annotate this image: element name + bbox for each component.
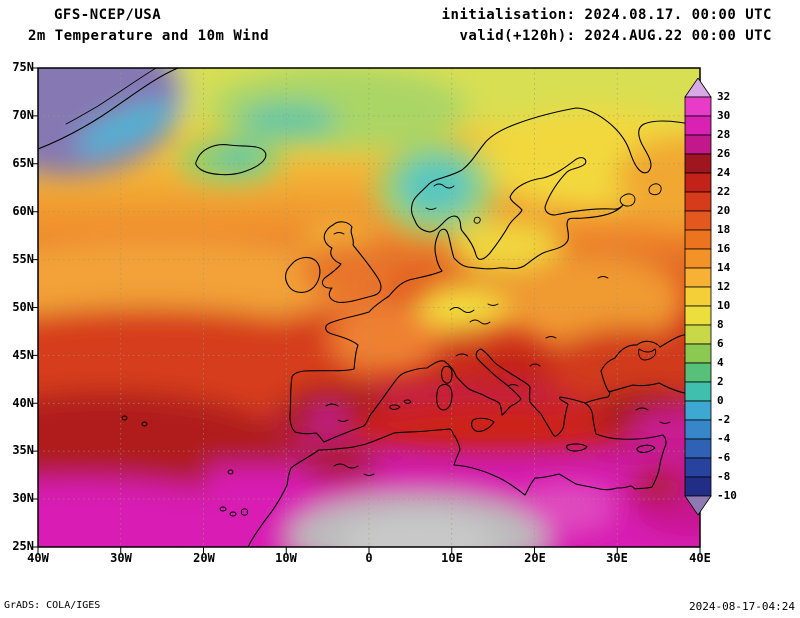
colorbar-cell [684,419,712,440]
colorbar-tick: 30 [717,109,731,122]
colorbar-cell [684,191,712,212]
colorbar-tick: 14 [717,261,731,274]
colorbar-cell [684,153,712,174]
map-canvas [32,67,701,554]
model-title: GFS-NCEP/USA [54,7,162,23]
lon-label: 30E [606,551,628,565]
lon-label: 20E [524,551,546,565]
sardinia-coast [436,383,453,411]
colorbar-tick: 12 [717,280,731,293]
colorbar-cell [684,400,712,421]
lon-label: 40W [27,551,49,565]
lat-label: 70N [12,108,34,122]
colorbar-tick: -2 [717,413,731,426]
colorbar-tick: 28 [717,128,731,141]
colorbar-tick: -4 [717,432,731,445]
lat-label: 45N [12,348,34,362]
grads-credit: GrADS: COLA/IGES [4,600,101,611]
lat-label: 35N [12,443,34,457]
colorbar-tick: 16 [717,242,731,255]
colorbar-tick: 0 [717,394,724,407]
colorbar-tick: 10 [717,299,731,312]
temperature-field [38,68,700,547]
iceland-coast [195,144,267,176]
colorbar-cell [684,286,712,307]
balearic-islands [389,399,412,410]
lat-label: 50N [12,300,34,314]
colorbar-cell [684,381,712,402]
africa-levant-anatolia-coast [247,402,667,547]
product-title: 2m Temperature and 10m Wind [28,28,270,44]
colorbar-cell [684,476,712,497]
colorbar-tick: 4 [717,356,724,369]
colorbar-cell [684,495,712,515]
colorbar-cell [684,96,712,117]
colorbar-cell [684,229,712,250]
sicily-coast [471,417,495,432]
lat-label: 75N [12,60,34,74]
crimea-coast [638,348,657,361]
lat-label: 55N [12,252,34,266]
colorbar-tick: 32 [717,90,731,103]
colorbar-tick: 20 [717,204,731,217]
colorbar-tick: 6 [717,337,724,350]
colorbar-cell [684,78,712,98]
crete-coast [566,443,588,452]
britain-coast [321,221,382,303]
colorbar-cell [684,305,712,326]
valid-time-label: valid(+120h): 2024.AUG.22 00:00 UTC [459,28,772,44]
lakes [473,183,662,224]
colorbar-tick: -10 [717,489,737,502]
colorbar-tick: -6 [717,451,731,464]
creation-timestamp: 2024-08-17-04:24 [689,600,795,613]
colorbar-cell [684,343,712,364]
wind-contour-marks [325,183,697,476]
lon-label: 10E [441,551,463,565]
colorbar-cell [684,362,712,383]
marmara-coast [584,390,611,404]
corsica-coast [441,365,453,384]
grid-lines [38,68,700,547]
colorbar-tick: 24 [717,166,731,179]
mainland-coast [289,107,700,443]
colorbar-tick: 22 [717,185,731,198]
colorbar-tick: 18 [717,223,731,236]
ireland-coast [285,256,321,293]
colorbar-cell [684,248,712,269]
lat-label: 30N [12,491,34,505]
greenland-coast [38,68,179,150]
lon-label: 10W [275,551,297,565]
colorbar-tick: 26 [717,147,731,160]
lon-label: 20W [193,551,215,565]
colorbar-cell [684,324,712,345]
atlantic-islands [121,415,248,517]
colorbar-tick: 2 [717,375,724,388]
colorbar-cell [684,172,712,193]
lat-label: 40N [12,396,34,410]
colorbar-cell [684,115,712,136]
colorbar-cell [684,210,712,231]
lat-label: 65N [12,156,34,170]
coastline [38,68,700,547]
greenland-inner-coast [65,68,157,125]
axis-ticks [32,67,701,554]
colorbar-cell [684,457,712,478]
colorbar-cell [684,438,712,459]
colorbar-cell [684,267,712,288]
colorbar-tick: -8 [717,470,731,483]
lon-label: 40E [689,551,711,565]
colorbar-tick: 8 [717,318,724,331]
colorbar [684,78,712,515]
lat-label: 25N [12,539,34,553]
lon-label: 0 [365,551,373,565]
lon-label: 30W [110,551,132,565]
colorbar-cell [684,134,712,155]
init-time-label: initialisation: 2024.08.17. 00:00 UTC [441,7,772,23]
cyprus-coast [636,444,656,453]
lat-label: 60N [12,204,34,218]
